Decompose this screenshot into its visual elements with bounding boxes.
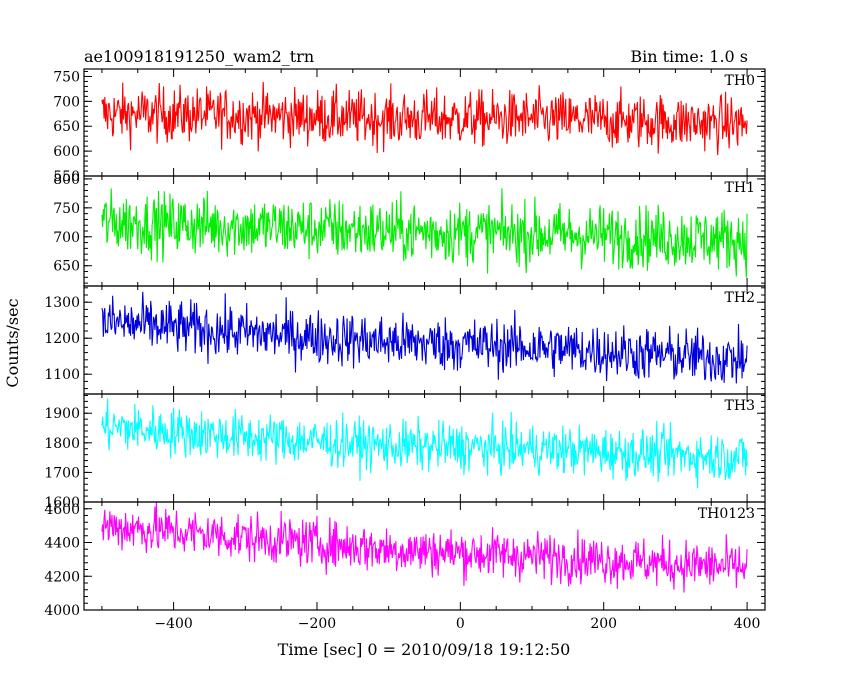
- y-tick-label: 1800: [44, 436, 80, 452]
- y-tick-label: 1900: [44, 406, 80, 422]
- series-line-th1: [101, 188, 748, 278]
- y-tick-label: 1600: [44, 495, 80, 511]
- panel-label-th2: TH2: [725, 290, 755, 306]
- y-tick-label: 1700: [44, 465, 80, 481]
- bin-time-label: Bin time: 1.0 s: [630, 47, 748, 66]
- panel-th2: 1100 1200 1300 TH2: [44, 285, 766, 395]
- y-tick-label: 4200: [44, 569, 80, 585]
- y-tick-label: 4600: [44, 502, 80, 518]
- y-tick-label: 1200: [44, 331, 80, 347]
- x-tick-label: −200: [298, 616, 336, 632]
- y-tick-label: 1300: [44, 295, 80, 311]
- panel-label-th0123: TH0123: [698, 506, 755, 522]
- y-tick-label: 700: [53, 94, 80, 110]
- panel-label-th3: TH3: [725, 398, 755, 414]
- panel-label-th0: TH0: [725, 73, 755, 89]
- x-tick-label: 400: [734, 616, 761, 632]
- panel-th3: 1600 1700 1800 1900 TH3: [44, 393, 766, 511]
- panel-th0123: 4000 4200 4400 4600 TH0123: [44, 501, 766, 619]
- y-tick-label: 650: [53, 119, 80, 135]
- panel-th1: 650 700 750 800 TH1: [53, 172, 766, 287]
- series-line-th0123: [101, 502, 748, 593]
- panels: 550 600 650 700 750 TH0 650 700 750 800 TH1 1100 120…: [44, 68, 766, 632]
- x-tick-label: −400: [154, 616, 192, 632]
- y-axis-label: Counts/sec: [3, 298, 22, 387]
- y-tick-label: 550: [53, 169, 80, 185]
- x-tick-label: 200: [590, 616, 617, 632]
- chart-title: ae100918191250_wam2_trn: [84, 47, 314, 66]
- y-tick-label: 800: [53, 172, 80, 188]
- y-tick-label: 750: [53, 201, 80, 217]
- y-tick-label: 600: [53, 144, 80, 160]
- y-tick-label: 4000: [44, 603, 80, 619]
- panel-label-th1: TH1: [725, 180, 755, 196]
- x-tick-label: 0: [456, 616, 465, 632]
- series-line-th0: [101, 81, 748, 156]
- series-line-th3: [101, 398, 748, 489]
- series-line-th2: [101, 291, 748, 384]
- y-tick-label: 700: [53, 230, 80, 246]
- y-tick-label: 4400: [44, 536, 80, 552]
- y-tick-label: 650: [53, 259, 80, 275]
- y-tick-label: 750: [53, 69, 80, 85]
- x-axis-label: Time [sec] 0 = 2010/09/18 19:12:50: [278, 640, 571, 659]
- y-tick-label: 1100: [44, 367, 80, 383]
- panel-th0: 550 600 650 700 750 TH0: [53, 68, 766, 185]
